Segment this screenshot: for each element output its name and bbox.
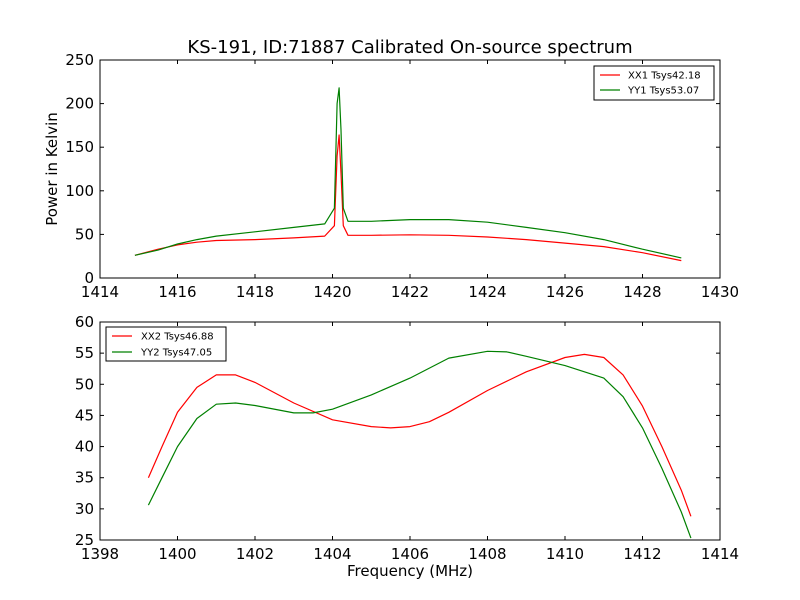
x-tick-label: 1424 xyxy=(468,283,506,301)
top-plot-series xyxy=(134,87,682,262)
x-tick-label: 1426 xyxy=(546,283,584,301)
series-line-yy2 xyxy=(147,350,692,539)
y-tick-label: 35 xyxy=(75,469,94,487)
x-tick-label: 1400 xyxy=(158,545,196,563)
y-tick-label: 55 xyxy=(75,344,94,362)
x-tick-label: 1398 xyxy=(81,545,119,563)
y-tick-label: 30 xyxy=(75,500,94,518)
x-tick-label: 1422 xyxy=(391,283,429,301)
top-legend: XX1 Tsys42.18 YY1 Tsys53.07 xyxy=(593,65,715,101)
x-tick-label: 1416 xyxy=(158,283,196,301)
y-tick-label: 25 xyxy=(75,531,94,549)
series-line-xx1 xyxy=(134,134,682,262)
x-tick-label: 1414 xyxy=(701,545,739,563)
bottom-legend: XX2 Tsys46.88 YY2 Tsys47.05 xyxy=(105,326,227,362)
top-legend-box xyxy=(593,65,715,101)
x-tick-label: 1430 xyxy=(701,283,739,301)
x-tick-label: 1404 xyxy=(313,545,351,563)
bottom-plot-series xyxy=(147,350,692,539)
y-tick-label: 200 xyxy=(65,95,94,113)
y-tick-label: 250 xyxy=(65,51,94,69)
y-tick-label: 40 xyxy=(75,438,94,456)
y-tick-label: 50 xyxy=(75,375,94,393)
x-tick-label: 1418 xyxy=(236,283,274,301)
y-tick-label: 50 xyxy=(75,225,94,243)
top-y-axis-label: Power in Kelvin xyxy=(43,112,61,226)
x-tick-label: 1408 xyxy=(468,545,506,563)
bottom-plot-ticks: 1398 1400 1402 1404 1406 1408 1410 1412 1414 25 30… xyxy=(75,313,739,563)
series-line-yy1 xyxy=(134,87,682,259)
x-tick-label: 1402 xyxy=(236,545,274,563)
legend-label-yy1: YY1 Tsys53.07 xyxy=(627,86,699,97)
top-plot-ticks: 1414 1416 1418 1420 1422 1424 1426 1428 1430 0 50 1… xyxy=(65,51,739,301)
bottom-x-axis-label: Frequency (MHz) xyxy=(347,562,473,580)
y-tick-label: 0 xyxy=(84,269,94,287)
x-tick-label: 1412 xyxy=(623,545,661,563)
series-line-xx2 xyxy=(147,353,692,517)
x-tick-label: 1428 xyxy=(623,283,661,301)
bottom-legend-box xyxy=(105,326,227,362)
chart-title: KS-191, ID:71887 Calibrated On-source sp… xyxy=(187,37,632,58)
bottom-plot: 1398 1400 1402 1404 1406 1408 1410 1412 1414 25 30… xyxy=(75,313,739,580)
top-plot: 1414 1416 1418 1420 1422 1424 1426 1428 1430 0 50 1… xyxy=(43,51,739,301)
x-tick-label: 1406 xyxy=(391,545,429,563)
legend-label-xx1: XX1 Tsys42.18 xyxy=(628,71,701,82)
x-tick-label: 1414 xyxy=(81,283,119,301)
x-tick-label: 1420 xyxy=(313,283,351,301)
x-tick-label: 1410 xyxy=(546,545,584,563)
y-tick-label: 150 xyxy=(65,138,94,156)
y-tick-label: 100 xyxy=(65,182,94,200)
legend-label-xx2: XX2 Tsys46.88 xyxy=(141,332,214,343)
y-tick-label: 45 xyxy=(75,406,94,424)
legend-label-yy2: YY2 Tsys47.05 xyxy=(140,348,212,359)
y-tick-label: 60 xyxy=(75,313,94,331)
